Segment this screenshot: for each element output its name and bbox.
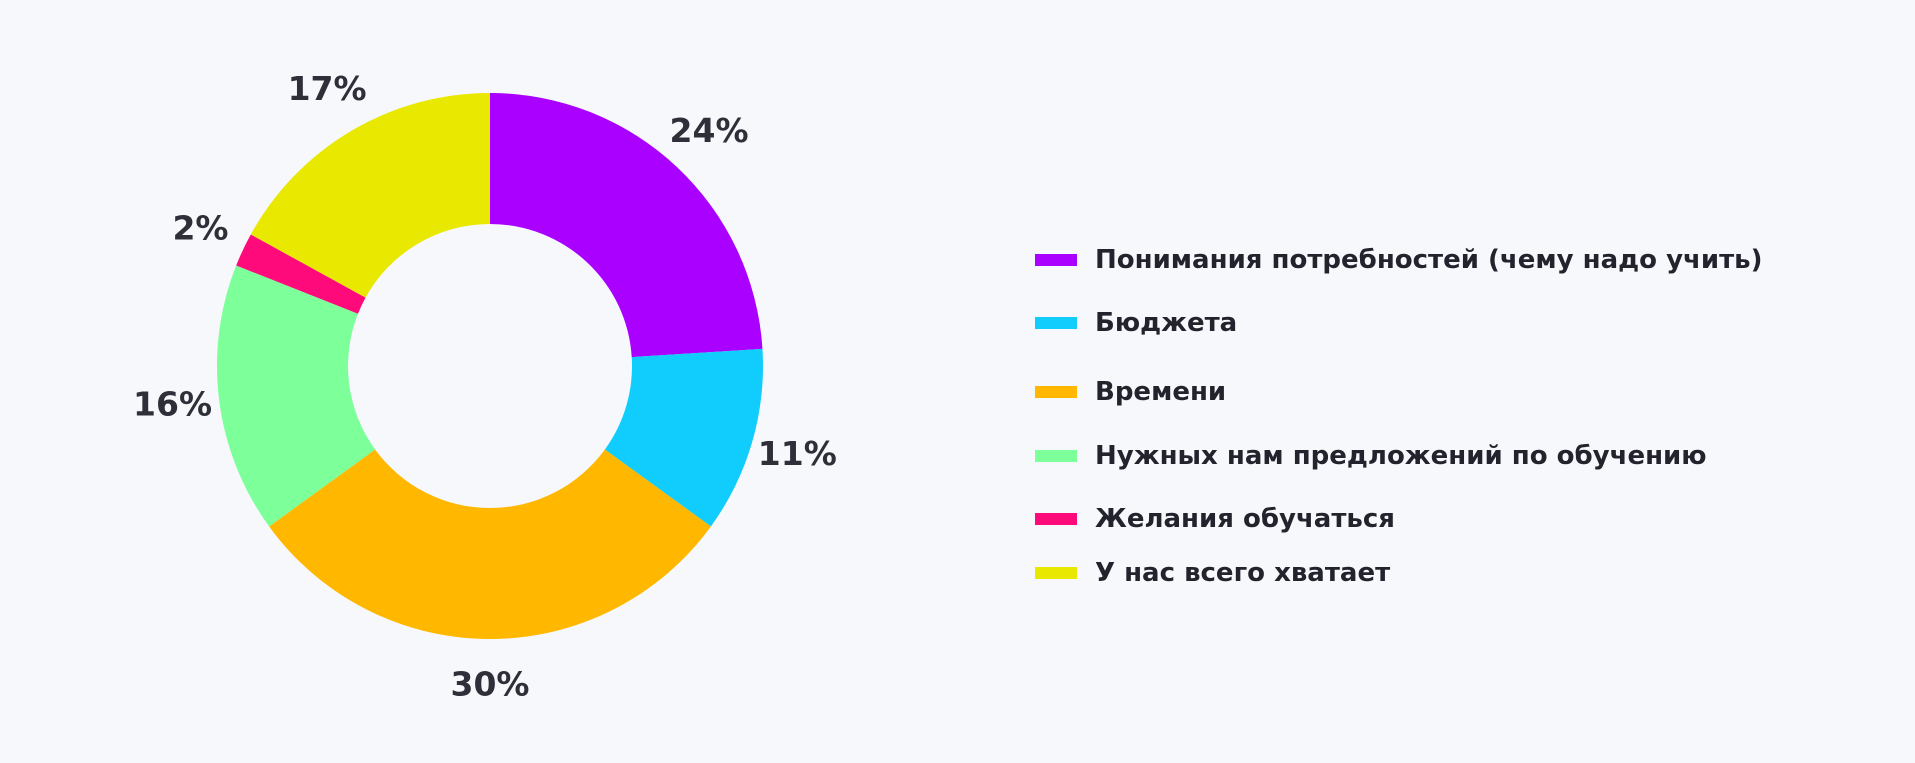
legend-item-1: Бюджета bbox=[1035, 303, 1237, 343]
legend-item-5: У нас всего хватает bbox=[1035, 553, 1390, 593]
legend-swatch bbox=[1035, 317, 1077, 329]
donut-slice-1 bbox=[604, 348, 764, 527]
donut-slice-0 bbox=[490, 93, 763, 358]
legend-item-2: Времени bbox=[1035, 372, 1226, 412]
legend-swatch bbox=[1035, 450, 1077, 462]
legend-label: У нас всего хватает bbox=[1095, 558, 1391, 588]
legend-label: Нужных нам предложений по обучению bbox=[1095, 441, 1707, 471]
legend-swatch bbox=[1035, 513, 1077, 525]
slice-percent-label-5: 17% bbox=[288, 69, 367, 108]
slice-percent-label-4: 2% bbox=[172, 208, 228, 247]
legend-item-0: Понимания потребностей (чему надо учить) bbox=[1035, 240, 1762, 280]
legend-label: Времени bbox=[1095, 377, 1227, 407]
donut-slice-4 bbox=[236, 234, 366, 314]
legend-swatch bbox=[1035, 254, 1077, 266]
legend-label: Желания обучаться bbox=[1095, 504, 1395, 534]
donut-percent-labels: 24% 11% 30% 16% 2% 17% bbox=[133, 69, 837, 703]
legend-item-4: Желания обучаться bbox=[1035, 499, 1395, 539]
legend-swatch bbox=[1035, 567, 1077, 579]
donut-slices bbox=[217, 93, 764, 640]
slice-percent-label-0: 24% bbox=[670, 111, 749, 150]
slice-percent-label-3: 16% bbox=[133, 385, 212, 424]
legend-label: Понимания потребностей (чему надо учить) bbox=[1095, 245, 1763, 275]
donut-slice-2 bbox=[269, 449, 711, 640]
donut-slice-3 bbox=[217, 265, 376, 527]
legend-swatch bbox=[1035, 386, 1077, 398]
legend-item-3: Нужных нам предложений по обучению bbox=[1035, 436, 1707, 476]
slice-percent-label-1: 11% bbox=[758, 434, 837, 473]
legend-label: Бюджета bbox=[1095, 308, 1238, 338]
slice-percent-label-2: 30% bbox=[451, 665, 530, 704]
donut-slice-5 bbox=[250, 93, 490, 298]
